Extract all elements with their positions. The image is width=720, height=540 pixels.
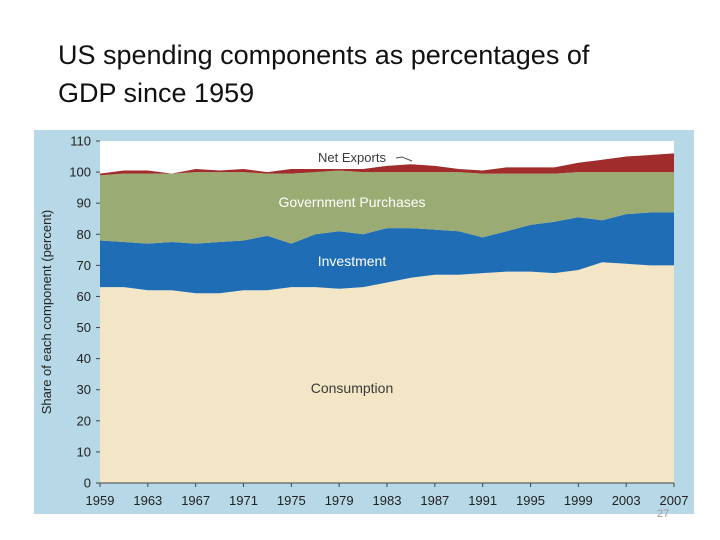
area-government-purchases [100, 170, 674, 244]
y-tick-label: 80 [77, 227, 91, 242]
x-tick-label: 1983 [373, 493, 402, 508]
x-tick-label: 1999 [564, 493, 593, 508]
y-axis: 0 10 20 30 40 50 60 70 80 90 100 110 [69, 134, 100, 491]
y-tick-label: 10 [77, 444, 91, 459]
y-axis-label: Share of each component (percent) [39, 210, 54, 415]
y-tick-label: 60 [77, 289, 91, 304]
x-tick-label: 1987 [420, 493, 449, 508]
x-tick-label: 1959 [86, 493, 115, 508]
y-tick-label: 30 [77, 382, 91, 397]
x-tick-label: 1967 [181, 493, 210, 508]
slide-title: US spending components as percentages of… [58, 36, 678, 112]
series-label-consumption: Consumption [311, 380, 394, 396]
x-axis: 1959 1963 1967 1971 1975 1979 1983 1987 1991 1995… [86, 483, 689, 508]
y-tick-label: 110 [70, 134, 91, 149]
x-tick-label: 2007 [660, 493, 689, 508]
x-tick-label: 2003 [612, 493, 641, 508]
slide-title-line-2: GDP since 1959 [58, 78, 255, 108]
y-tick-label: 40 [77, 351, 91, 366]
x-tick-label: 1975 [277, 493, 306, 508]
x-tick-label: 1991 [468, 493, 497, 508]
y-tick-label: 0 [84, 476, 91, 491]
series-label-net-exports: Net Exports [318, 150, 386, 165]
y-tick-label: 70 [77, 258, 91, 273]
plot-area [100, 141, 674, 483]
y-tick-label: 100 [69, 165, 91, 180]
x-tick-label: 1963 [133, 493, 162, 508]
series-label-government-purchases: Government Purchases [278, 194, 425, 210]
y-tick-label: 50 [77, 320, 91, 335]
area-net-exports [100, 153, 674, 176]
series-label-investment: Investment [318, 253, 387, 269]
x-tick-label: 1995 [516, 493, 545, 508]
page-number: 27 [657, 508, 670, 520]
y-tick-label: 20 [77, 413, 91, 428]
net-exports-leader-line [395, 156, 413, 162]
area-series-group [100, 153, 674, 483]
y-tick-label: 90 [77, 196, 91, 211]
area-consumption [100, 262, 674, 483]
x-tick-label: 1979 [325, 493, 354, 508]
area-investment [100, 212, 674, 294]
slide-title-line-1: US spending components as percentages of [58, 40, 590, 70]
x-tick-label: 1971 [229, 493, 258, 508]
